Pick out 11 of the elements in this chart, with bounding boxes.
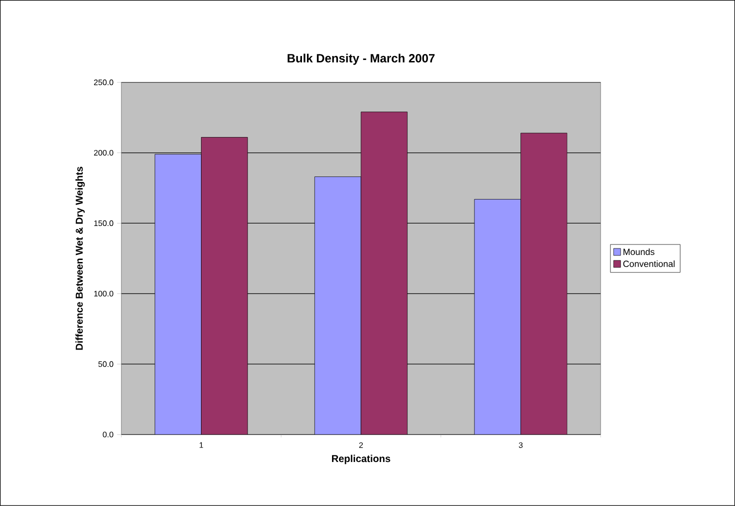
legend-label: Mounds <box>624 248 654 256</box>
bar <box>360 112 408 435</box>
y-axis-title: Difference Between Wet & Dry Weights <box>75 166 85 350</box>
bar <box>201 137 248 435</box>
x-axis-title: Replications <box>332 454 390 464</box>
legend-label: Conventional <box>623 260 675 268</box>
bar <box>474 199 521 435</box>
chart-title: Bulk Density - March 2007 <box>288 54 435 65</box>
bar <box>314 176 362 435</box>
bar <box>520 132 568 435</box>
bar <box>154 154 202 435</box>
